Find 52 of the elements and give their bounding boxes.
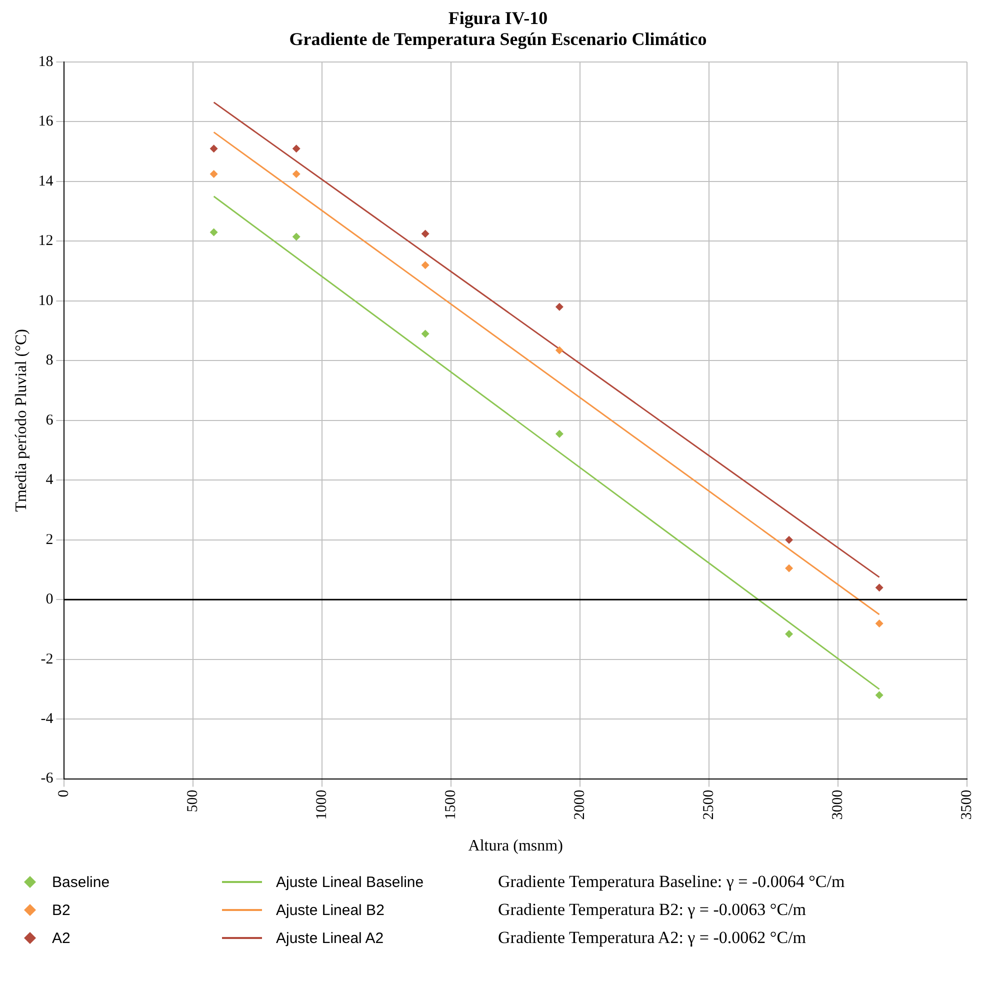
point bbox=[210, 170, 218, 178]
point bbox=[875, 584, 884, 592]
point bbox=[210, 144, 218, 153]
x-tick-label: 0 bbox=[56, 790, 72, 798]
text: Gradiente Temperatura A2: γ = -0.0062 °C/m bbox=[498, 928, 808, 948]
text: Gradiente Temperatura Baseline: γ = -0.0064 °C/m bbox=[498, 872, 846, 892]
y-tick-label: 6 bbox=[46, 412, 54, 428]
point bbox=[292, 170, 300, 178]
x-tick-label: 500 bbox=[185, 790, 202, 812]
point bbox=[875, 691, 884, 700]
point bbox=[421, 230, 430, 238]
chart-title: Figura IV-10 bbox=[447, 8, 549, 29]
point bbox=[785, 536, 794, 544]
legend-label: Ajuste Lineal B2 bbox=[276, 902, 384, 918]
x-tick-label: 3000 bbox=[830, 790, 846, 820]
point bbox=[555, 346, 564, 354]
y-tick-label: 4 bbox=[46, 472, 54, 488]
y-tick-label: 16 bbox=[38, 114, 54, 130]
chart-subtitle: Gradiente de Temperatura Según Escenario Climático bbox=[288, 29, 708, 50]
x-tick-label: 2500 bbox=[700, 790, 717, 820]
point bbox=[875, 619, 884, 628]
y-axis-title: Tmedia período Pluvial (°C) bbox=[12, 328, 30, 512]
legend-label: Ajuste Lineal Baseline bbox=[276, 874, 424, 890]
x-axis-title: Altura (msnm) bbox=[468, 838, 563, 855]
text: Gradiente Temperatura B2: γ = -0.0063 °C/m bbox=[498, 900, 808, 920]
y-tick-label: 2 bbox=[46, 532, 54, 548]
x-tick-label: 1500 bbox=[443, 790, 460, 820]
y-tick-label: 10 bbox=[38, 292, 54, 309]
point bbox=[555, 302, 564, 311]
y-tick-label: 0 bbox=[46, 592, 54, 608]
point bbox=[785, 630, 794, 638]
y-tick-label: -2 bbox=[40, 651, 54, 668]
y-tick-label: 18 bbox=[38, 54, 54, 70]
legend-label: Baseline bbox=[52, 874, 110, 890]
legend-label: A2 bbox=[52, 930, 70, 946]
x-tick-label: 2000 bbox=[572, 790, 588, 820]
x-tick-label: 3500 bbox=[958, 790, 975, 820]
y-tick-label: -4 bbox=[40, 711, 54, 728]
legend-label: Ajuste Lineal A2 bbox=[276, 930, 384, 946]
x-tick-label: 1000 bbox=[314, 790, 330, 820]
point bbox=[785, 564, 794, 572]
y-tick-label: -6 bbox=[40, 770, 54, 787]
point bbox=[292, 144, 300, 153]
point bbox=[555, 430, 564, 438]
y-tick-label: 14 bbox=[38, 173, 54, 190]
legend-label: B2 bbox=[52, 902, 70, 918]
y-tick-label: 8 bbox=[46, 352, 54, 369]
point bbox=[421, 330, 430, 338]
point bbox=[210, 228, 218, 236]
point bbox=[421, 261, 430, 270]
point bbox=[292, 232, 300, 241]
y-tick-label: 12 bbox=[38, 233, 54, 250]
